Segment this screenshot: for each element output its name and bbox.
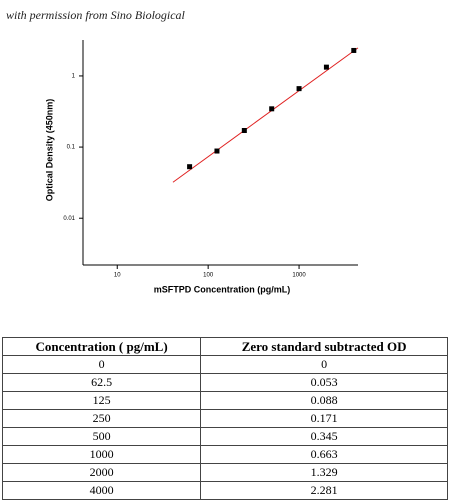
- point: [241, 128, 247, 134]
- table-cell: 0.088: [200, 391, 448, 410]
- fit-line: [172, 47, 359, 183]
- table-row: 500 0.345: [1, 427, 448, 446]
- header-row: Concentration ( pg/mL) Zero standard subt…: [1, 337, 448, 356]
- table-cell: 1000: [1, 445, 202, 464]
- point: [269, 106, 275, 112]
- table-cell: 0: [200, 355, 448, 374]
- x-tick-label: 10: [114, 273, 121, 279]
- table-cell: 2.281: [200, 481, 448, 500]
- header-cell: Concentration ( pg/mL): [1, 337, 202, 356]
- table-cell: 250: [1, 409, 202, 428]
- chart: mSFTPD Concentration (pg/mL) Optical Den…: [44, 40, 359, 294]
- table-cell: 0.053: [200, 373, 448, 392]
- table-row: 4000 2.281: [1, 481, 448, 500]
- table-row: 250 0.171: [1, 409, 448, 428]
- table-cell: 62.5: [1, 373, 202, 392]
- point: [214, 148, 220, 154]
- point: [296, 86, 302, 92]
- y-tick-label: 0.01: [63, 216, 75, 222]
- table-cell: 0: [1, 355, 202, 374]
- point: [351, 47, 357, 53]
- table-row: 1000 0.663: [1, 445, 448, 464]
- table-cell: 1.329: [200, 463, 448, 482]
- table-cell: 2000: [1, 463, 202, 482]
- point: [323, 64, 329, 70]
- point: [187, 164, 193, 170]
- table-cell: 0.663: [200, 445, 448, 464]
- table-cell: 0.171: [200, 409, 448, 428]
- table-cell: 125: [1, 391, 202, 410]
- header-cell: Zero standard subtracted OD: [200, 337, 448, 356]
- x-tick-label: 100: [203, 273, 214, 279]
- data-table: Concentration ( pg/mL) Zero standard subt…: [1, 337, 448, 500]
- table-row: 62.5 0.053: [1, 373, 448, 392]
- x-axis-label: mSFTPD Concentration (pg/mL): [154, 284, 291, 294]
- table-row: 2000 1.329: [1, 463, 448, 482]
- table-cell: 0.345: [200, 427, 448, 446]
- table-cell: 500: [1, 427, 202, 446]
- y-tick-label: 1: [72, 74, 76, 80]
- table-row: 125 0.088: [1, 391, 448, 410]
- y-axis-label: Optical Density (450nm): [44, 99, 54, 202]
- x-tick-label: 1000: [292, 273, 306, 279]
- table-cell: 4000: [1, 481, 202, 500]
- y-tick-label: 0.1: [67, 145, 76, 151]
- caption: with permission from Sino Biological: [6, 8, 185, 22]
